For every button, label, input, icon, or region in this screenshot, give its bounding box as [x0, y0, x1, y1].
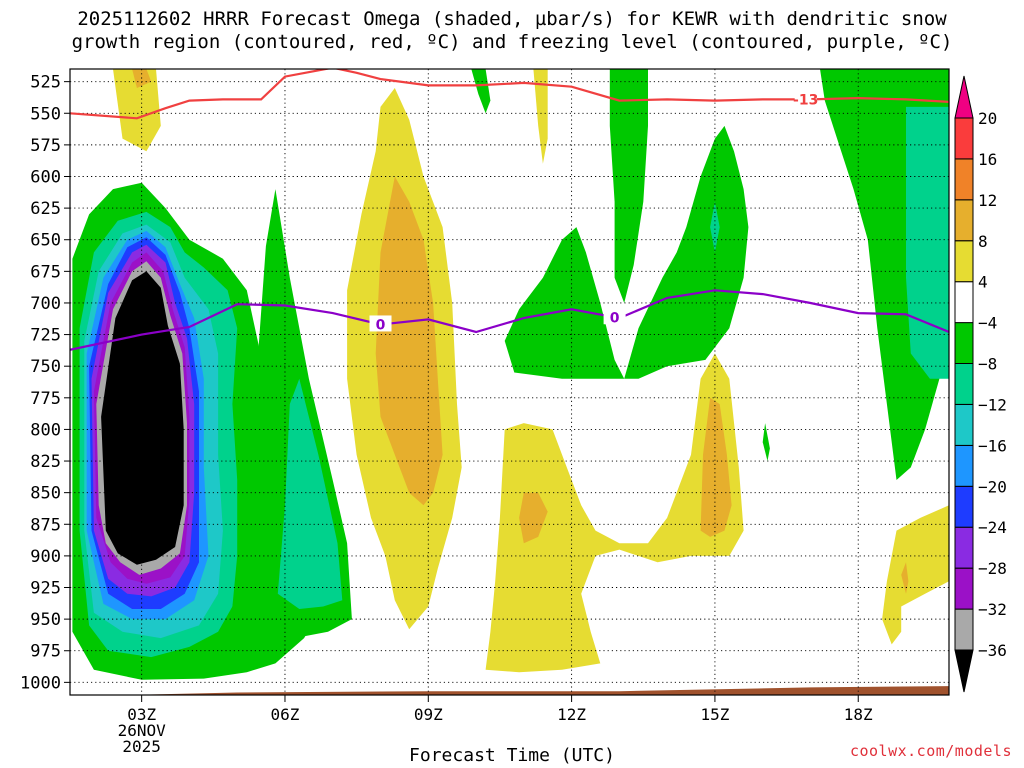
y-tick-label: 1000 — [20, 673, 61, 693]
x-tick-label: 15Z — [700, 705, 729, 724]
omega-region-ascent — [906, 106, 949, 379]
x-tick-label: 18Z — [844, 705, 873, 724]
colorbar-tick-label: 4 — [978, 273, 988, 292]
colorbar-tick-label: −36 — [978, 641, 1007, 660]
y-tick-label: 550 — [30, 104, 61, 124]
x-tick-label: 03Z — [127, 705, 156, 724]
colorbar-arrow-bottom — [954, 649, 974, 693]
y-tick-label: 950 — [30, 610, 61, 630]
contour-label: 0 — [610, 310, 620, 326]
chart-title-line1: 2025112602 HRRR Forecast Omega (shaded, … — [77, 8, 947, 30]
x-tick-date: 26NOV — [118, 721, 167, 740]
y-tick-label: 775 — [30, 389, 61, 409]
colorbar-segment — [954, 117, 974, 160]
colorbar-tick-label: −16 — [978, 436, 1007, 455]
x-tick-label: 06Z — [271, 705, 300, 724]
y-tick-label: 700 — [30, 294, 61, 314]
colorbar-segment — [954, 281, 974, 324]
y-tick-label: 800 — [30, 420, 61, 440]
y-tick-label: 525 — [30, 73, 61, 93]
x-tick-label: 09Z — [414, 705, 443, 724]
colorbar-segment — [954, 322, 974, 365]
colorbar-segment — [954, 363, 974, 405]
y-tick-label: 850 — [30, 484, 61, 504]
colorbar-tick-label: −28 — [978, 559, 1007, 578]
freezing-level-contour — [70, 289, 949, 351]
source-watermark: coolwx.com/models — [849, 742, 1012, 760]
omega-region-ascent — [609, 69, 648, 303]
y-tick-label: 750 — [30, 357, 61, 377]
omega-region-descent — [375, 176, 443, 506]
y-tick-label: 875 — [30, 515, 61, 535]
colorbar-segment — [954, 526, 974, 569]
colorbar-segment — [954, 608, 974, 651]
contour-label: 0 — [376, 317, 386, 333]
y-tick-label: 575 — [30, 136, 61, 156]
colorbar-tick-label: −24 — [978, 518, 1007, 537]
chart-title-line2: growth region (contoured, red, ºC) and f… — [71, 31, 953, 53]
colorbar-tick-label: 16 — [978, 150, 997, 169]
colorbar-tick-label: −8 — [978, 355, 997, 374]
omega-region-descent — [113, 69, 161, 152]
omega-region-ascent — [471, 69, 491, 114]
y-tick-label: 625 — [30, 199, 61, 219]
omega-region-descent — [519, 492, 548, 544]
contour-label-bg — [794, 90, 817, 107]
colorbar-segment — [954, 444, 974, 487]
y-tick-label: 725 — [30, 326, 61, 346]
x-tick-year: 2025 — [122, 737, 161, 756]
y-tick-label: 925 — [30, 579, 61, 599]
contour-label-bg — [369, 315, 392, 332]
omega-region-descent — [485, 353, 744, 673]
x-axis-label: Forecast Time (UTC) — [409, 745, 615, 766]
colorbar-segment — [954, 240, 974, 283]
omega-region-ascent — [504, 125, 749, 379]
colorbar-tick-label: −20 — [978, 477, 1007, 496]
terrain-ground — [127, 686, 949, 695]
y-tick-label: 650 — [30, 231, 61, 251]
y-tick-label: 675 — [30, 262, 61, 282]
colorbar-arrow-top — [954, 75, 974, 119]
colorbar-tick-label: 20 — [978, 109, 997, 128]
colorbar-segment — [954, 567, 974, 610]
colorbar-segment — [954, 199, 974, 242]
y-tick-label: 825 — [30, 452, 61, 472]
contour-label-bg — [603, 308, 626, 325]
colorbar-segment — [954, 404, 974, 446]
omega-region-ascent — [762, 423, 770, 461]
omega-region-descent — [533, 69, 548, 164]
omega-region-ascent-core — [101, 271, 184, 565]
colorbar-tick-label: −32 — [978, 600, 1007, 619]
omega-region-descent — [901, 562, 909, 594]
colorbar-tick-label: 12 — [978, 191, 997, 210]
plot-frame — [69, 68, 950, 696]
y-tick-label: 900 — [30, 547, 61, 567]
dendritic-growth-contour — [70, 69, 949, 120]
colorbar-tick-label: −12 — [978, 395, 1007, 414]
omega-region-ascent — [277, 378, 343, 609]
colorbar-tick-label: −4 — [978, 314, 997, 333]
contour-label: -13 — [793, 92, 818, 108]
x-tick-label: 12Z — [557, 705, 586, 724]
omega-region-descent — [700, 397, 732, 537]
omega-region-descent — [882, 505, 949, 645]
y-tick-label: 975 — [30, 642, 61, 662]
colorbar-tick-label: 8 — [978, 232, 988, 251]
colorbar-segment — [954, 485, 974, 528]
y-tick-label: 600 — [30, 167, 61, 187]
colorbar-segment — [954, 158, 974, 201]
